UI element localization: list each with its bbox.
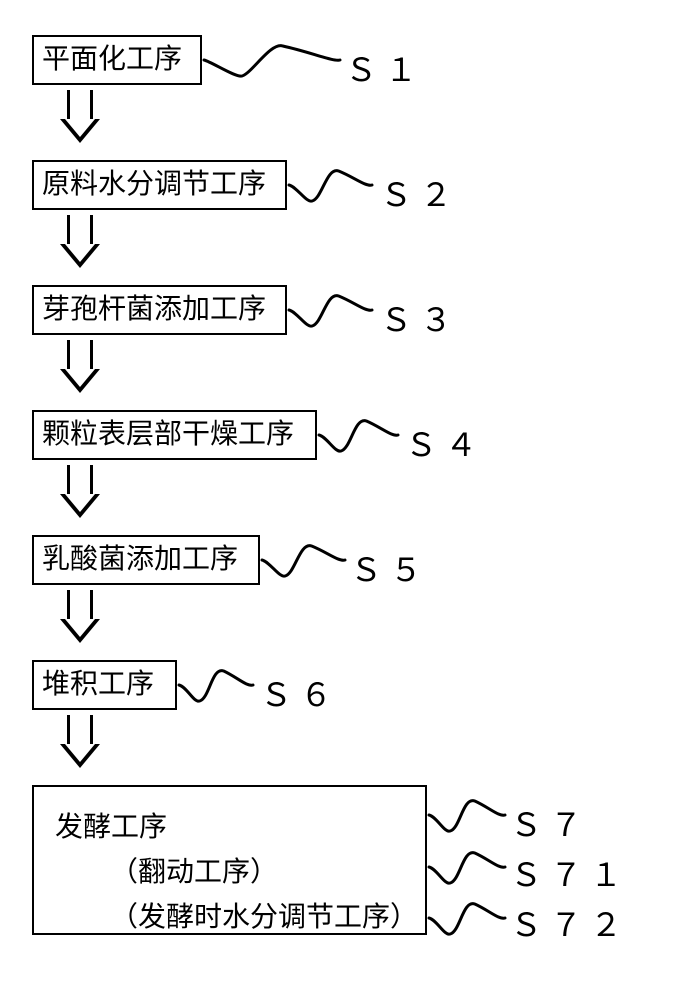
step-tag-s6: Ｓ６ bbox=[260, 670, 340, 716]
flow-arrow-2 bbox=[60, 215, 100, 270]
flow-arrow-4 bbox=[60, 465, 100, 520]
step-label-s5: 乳酸菌添加工序 bbox=[42, 545, 238, 576]
flow-arrow-5 bbox=[60, 590, 100, 645]
step-box-s6: 堆积工序 bbox=[32, 660, 177, 710]
leader-squiggle bbox=[174, 655, 258, 715]
step-box-s4: 颗粒表层部干燥工序 bbox=[32, 410, 317, 460]
leader-squiggle bbox=[284, 155, 377, 215]
ferm-line-s72: （发酵时水分调节工序） bbox=[110, 895, 418, 935]
leader-squiggle bbox=[424, 888, 510, 948]
step-label-s1: 平面化工序 bbox=[42, 45, 182, 76]
flowchart-canvas: 平面化工序 Ｓ１ 原料水分调节工序 Ｓ２ 芽孢杆菌添加工序 Ｓ３ 颗粒表层部干燥工序 Ｓ４ 乳酸… bbox=[0, 0, 676, 1000]
leader-squiggle bbox=[314, 405, 403, 465]
step-label-s6: 堆积工序 bbox=[42, 670, 154, 701]
flow-arrow-1 bbox=[60, 90, 100, 145]
leader-squiggle bbox=[199, 30, 345, 90]
step-box-s5: 乳酸菌添加工序 bbox=[32, 535, 260, 585]
step-tag-s5: Ｓ５ bbox=[350, 545, 430, 591]
ferm-line-s71: （翻动工序） bbox=[110, 850, 278, 890]
step-tag-s3: Ｓ３ bbox=[380, 295, 460, 341]
step-tag-s2: Ｓ２ bbox=[380, 170, 460, 216]
step-box-s1: 平面化工序 bbox=[32, 35, 202, 85]
ferm-tag-s7: Ｓ７ bbox=[510, 800, 590, 846]
ferm-tag-s72: Ｓ７２ bbox=[510, 900, 630, 946]
flow-arrow-3 bbox=[60, 340, 100, 395]
flow-arrow-6 bbox=[60, 715, 100, 770]
leader-squiggle bbox=[257, 530, 350, 590]
leader-squiggle bbox=[284, 280, 377, 340]
step-box-s2: 原料水分调节工序 bbox=[32, 160, 287, 210]
step-tag-s4: Ｓ４ bbox=[405, 420, 485, 466]
step-label-s2: 原料水分调节工序 bbox=[42, 170, 266, 201]
ferm-line-s7: 发酵工序 bbox=[55, 805, 167, 845]
step-label-s3: 芽孢杆菌添加工序 bbox=[42, 295, 266, 326]
step-label-s4: 颗粒表层部干燥工序 bbox=[42, 420, 294, 451]
step-tag-s1: Ｓ１ bbox=[345, 45, 425, 91]
leader-squiggle bbox=[424, 785, 510, 845]
ferm-tag-s71: Ｓ７１ bbox=[510, 850, 630, 896]
step-box-s3: 芽孢杆菌添加工序 bbox=[32, 285, 287, 335]
